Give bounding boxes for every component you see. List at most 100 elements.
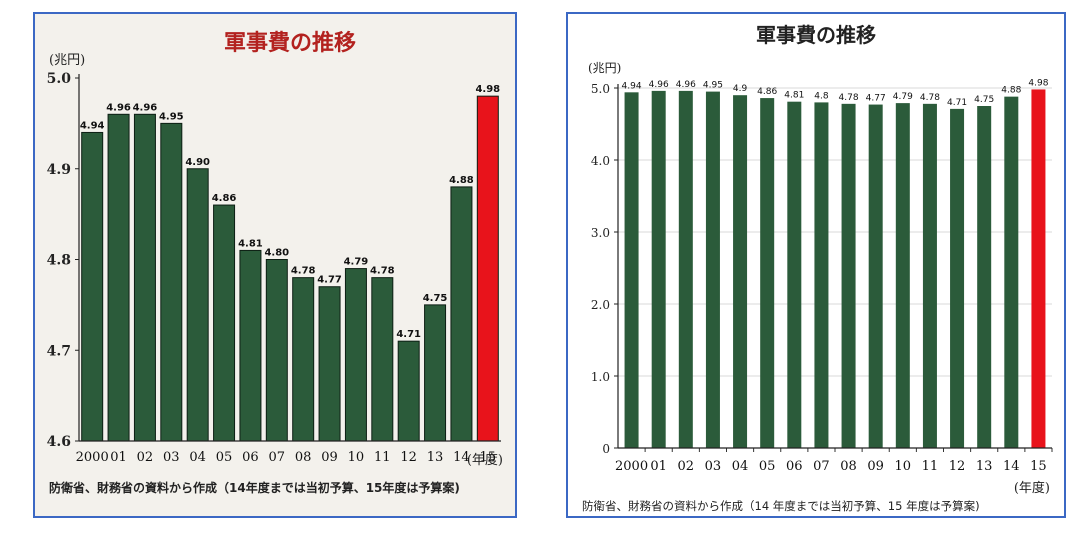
x-tick-label: 05 [759,459,776,474]
data-label: 4.86 [757,87,777,97]
data-label: 4.95 [159,111,184,122]
data-label: 4.78 [291,266,316,277]
data-label: 4.78 [839,93,859,103]
data-label: 4.8 [814,91,829,101]
y-tick-label: 5.0 [591,82,610,96]
chart-title: 軍事費の推移 [756,23,876,47]
y-tick-label: 2.0 [591,298,610,312]
right-chart-panel: 軍事費の推移 (兆円) (年度) 防衛省、財務省の資料から作成（14 年度までは… [566,12,1066,518]
bar-02 [678,90,693,448]
x-tick-label: 09 [867,459,884,474]
x-tick-label: 08 [840,459,857,474]
bar-13 [424,304,447,442]
data-label: 4.9 [733,84,748,94]
x-tick-label: 03 [163,450,180,465]
data-label: 4.86 [212,193,237,204]
data-label: 4.98 [475,84,500,95]
x-tick-label: 07 [813,459,830,474]
x-tick-label: 02 [137,450,154,465]
chart-title: 軍事費の推移 [224,30,356,56]
data-label: 4.80 [264,248,289,259]
data-label: 4.79 [344,257,369,268]
bar-04 [733,95,748,448]
data-label: 4.96 [649,80,669,90]
bar-11 [922,103,937,448]
x-tick-label: 06 [786,459,803,474]
bar-06 [239,249,262,442]
x-tick-label: 05 [216,450,233,465]
x-tick-label: 14 [453,450,470,465]
y-tick-label: 5.0 [47,71,72,87]
data-label: 4.95 [703,81,723,91]
x-tick-label: 10 [895,459,912,474]
bar-09 [868,104,883,448]
x-tick-label: 07 [269,450,286,465]
data-label: 4.88 [1001,86,1021,96]
left-chart: 軍事費の推移 (兆円) (年度) 防衛省、財務省の資料から作成（14年度までは当… [47,30,503,495]
x-tick-label: 10 [348,450,365,465]
y-tick-label: 4.6 [47,434,71,450]
bar-06 [787,101,802,449]
x-tick-label: 15 [480,450,497,465]
bar-09 [318,286,341,442]
x-unit-label: (年度) [467,452,503,468]
bar-10 [344,268,367,442]
data-label: 4.90 [185,157,210,168]
bar-2000 [624,92,639,448]
x-tick-label: 01 [110,450,127,465]
bar-08 [841,103,856,448]
y-tick-label: 4.7 [47,343,71,359]
bar-05 [760,98,775,448]
data-label: 4.71 [947,98,967,108]
data-label: 4.96 [106,102,131,113]
x-tick-label: 04 [189,450,206,465]
y-tick-label: 1.0 [591,370,610,384]
x-tick-label: 13 [427,450,444,465]
bar-05 [213,204,236,442]
bar-13 [977,106,992,448]
source-note: 防衛省、財務省の資料から作成（14 年度までは当初予算、15 年度は予算案) [582,499,980,513]
x-tick-label: 2000 [76,450,109,465]
x-unit-label: (年度) [1014,480,1050,496]
bar-02 [133,113,156,442]
source-note: 防衛省、財務省の資料から作成（14年度までは当初予算、15年度は予算案) [49,480,460,495]
data-label: 4.78 [370,266,395,277]
data-label: 4.77 [317,275,342,286]
y-tick-label: 3.0 [591,226,610,240]
y-tick-label: 4.9 [47,162,71,178]
bar-10 [895,103,910,449]
x-tick-label: 02 [678,459,695,474]
bar-07 [814,102,829,449]
right-chart: 軍事費の推移 (兆円) (年度) 防衛省、財務省の資料から作成（14 年度までは… [582,23,1053,513]
bar-12 [950,108,965,448]
x-tick-label: 01 [650,459,667,474]
x-tick-label: 03 [705,459,722,474]
data-label: 4.81 [238,238,263,249]
data-label: 4.79 [893,92,913,102]
bar-12 [397,340,420,442]
data-label: 4.96 [133,102,158,113]
x-tick-label: 08 [295,450,312,465]
y-tick-label: 4.0 [591,154,610,168]
bar-2000 [81,131,104,442]
x-tick-label: 2000 [615,459,648,474]
unit-label: (兆円) [588,61,621,75]
bar-14 [450,186,473,442]
data-label: 4.77 [866,94,886,104]
x-tick-label: 11 [374,450,391,465]
unit-label: (兆円) [49,53,85,68]
data-label: 4.88 [449,175,474,186]
bar-03 [160,122,183,442]
bar-01 [107,113,130,442]
y-tick-label: 0 [602,442,610,456]
x-tick-label: 13 [976,459,993,474]
bar-04 [186,168,209,442]
data-label: 4.98 [1028,78,1048,88]
bar-07 [265,259,288,442]
x-tick-label: 14 [1003,459,1020,474]
bar-11 [371,277,394,442]
bar-15 [476,95,499,442]
data-label: 4.75 [974,95,994,105]
data-label: 4.78 [920,93,940,103]
bar-01 [651,90,666,448]
